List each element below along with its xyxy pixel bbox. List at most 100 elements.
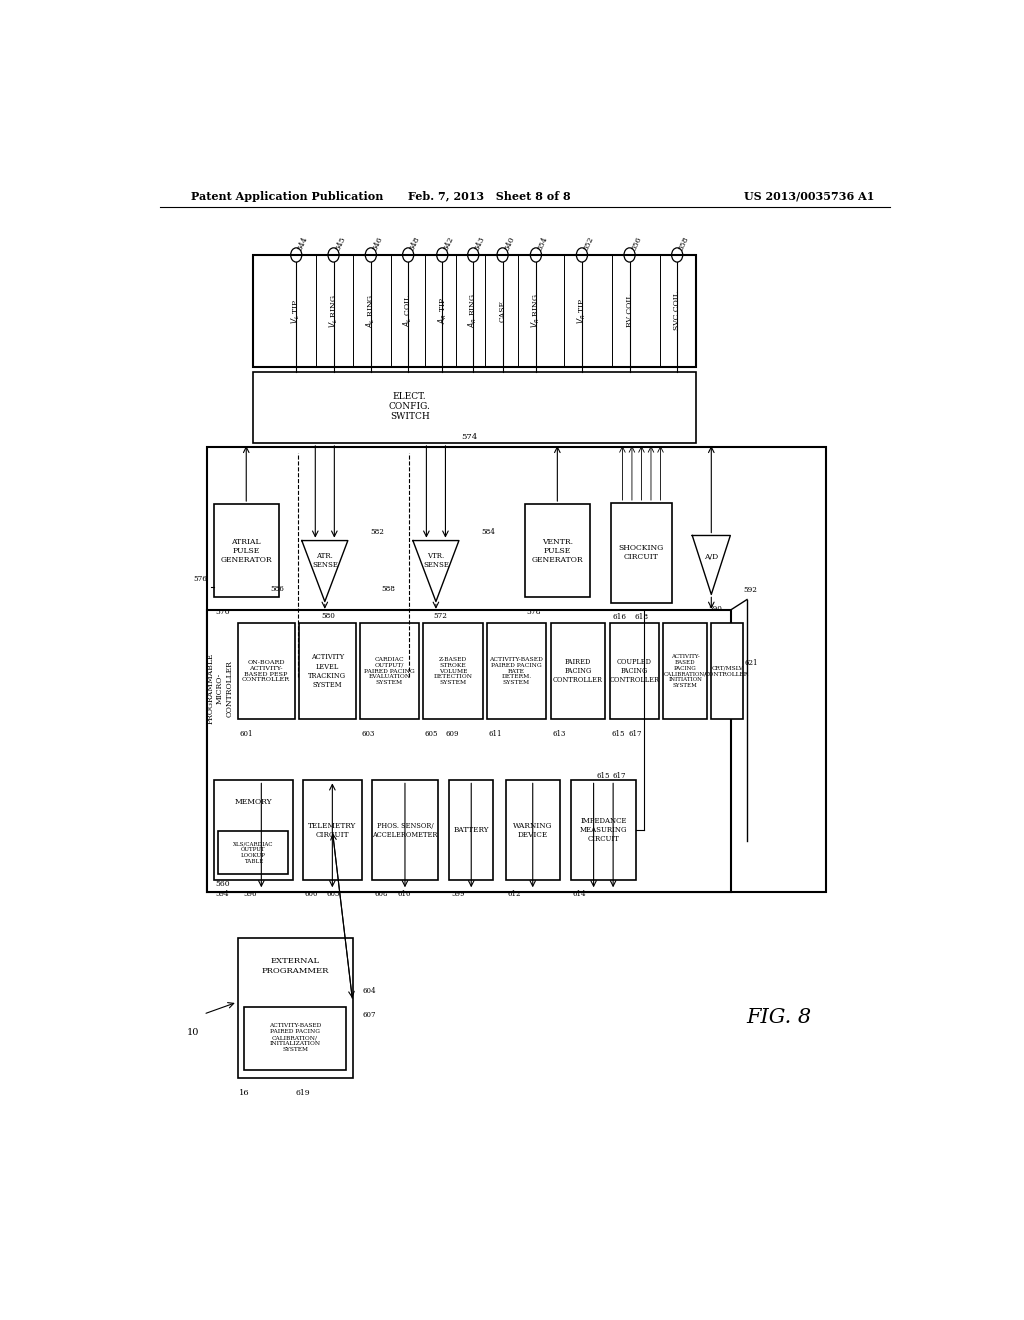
Text: BATTERY: BATTERY bbox=[454, 826, 489, 834]
Text: 544: 544 bbox=[296, 235, 309, 252]
Text: ACTIVITY-BASED
PAIRED PACING
RATE
DETERM.
SYSTEM: ACTIVITY-BASED PAIRED PACING RATE DETERM… bbox=[489, 657, 544, 685]
Text: ON-BOARD
ACTIVITY-
BASED PESP
CONTROLLER: ON-BOARD ACTIVITY- BASED PESP CONTROLLER bbox=[242, 660, 290, 682]
Text: ACTIVITY-BASED
PAIRED PACING
CALIBRATION/
INITIALIZATION
SYSTEM: ACTIVITY-BASED PAIRED PACING CALIBRATION… bbox=[269, 1023, 322, 1052]
Text: $A_{L}$ COIL: $A_{L}$ COIL bbox=[401, 294, 415, 327]
FancyBboxPatch shape bbox=[253, 255, 696, 367]
Text: Patent Application Publication: Patent Application Publication bbox=[191, 190, 384, 202]
Text: Z-BASED
STROKE
VOLUME
DETECTION
SYSTEM: Z-BASED STROKE VOLUME DETECTION SYSTEM bbox=[433, 657, 472, 685]
Text: 605: 605 bbox=[425, 730, 438, 738]
Text: 603: 603 bbox=[327, 890, 340, 899]
Text: 603: 603 bbox=[361, 730, 375, 738]
Text: 543: 543 bbox=[473, 235, 486, 252]
Text: 613: 613 bbox=[553, 730, 566, 738]
FancyBboxPatch shape bbox=[214, 504, 279, 598]
Text: US 2013/0035736 A1: US 2013/0035736 A1 bbox=[743, 190, 873, 202]
Text: 621: 621 bbox=[744, 659, 758, 667]
Text: 617: 617 bbox=[612, 772, 626, 780]
FancyBboxPatch shape bbox=[450, 780, 494, 880]
FancyBboxPatch shape bbox=[506, 780, 560, 880]
Text: CRT/MSLV
CONTROLLER: CRT/MSLV CONTROLLER bbox=[706, 665, 750, 677]
Text: 608: 608 bbox=[374, 890, 387, 899]
Text: 570: 570 bbox=[215, 607, 230, 615]
Text: 16: 16 bbox=[240, 1089, 250, 1097]
Text: 600: 600 bbox=[304, 890, 317, 899]
Text: SHOCKING
CIRCUIT: SHOCKING CIRCUIT bbox=[618, 544, 665, 561]
Text: 610: 610 bbox=[397, 890, 412, 899]
Text: A/D: A/D bbox=[705, 553, 719, 561]
Text: 592: 592 bbox=[743, 586, 757, 594]
Text: 609: 609 bbox=[445, 730, 459, 738]
Text: 545: 545 bbox=[334, 235, 347, 252]
FancyBboxPatch shape bbox=[207, 447, 826, 892]
Text: 552: 552 bbox=[582, 235, 595, 252]
Text: 574: 574 bbox=[461, 433, 477, 441]
Text: Feb. 7, 2013   Sheet 8 of 8: Feb. 7, 2013 Sheet 8 of 8 bbox=[408, 190, 570, 202]
Text: 607: 607 bbox=[362, 1011, 376, 1019]
Text: 615: 615 bbox=[596, 772, 609, 780]
Text: TELEMETRY
CIRCUIT: TELEMETRY CIRCUIT bbox=[308, 821, 356, 838]
Text: 576: 576 bbox=[194, 576, 207, 583]
Text: ATR.
SENSE: ATR. SENSE bbox=[312, 552, 338, 569]
Text: 616: 616 bbox=[612, 612, 626, 620]
Text: 619: 619 bbox=[295, 1089, 309, 1097]
Text: 548: 548 bbox=[409, 235, 422, 252]
Text: VENTR.
PULSE
GENERATOR: VENTR. PULSE GENERATOR bbox=[531, 537, 583, 564]
Text: 580: 580 bbox=[322, 611, 336, 620]
Text: VTR.
SENSE: VTR. SENSE bbox=[423, 552, 449, 569]
FancyBboxPatch shape bbox=[299, 623, 355, 719]
Text: CARDIAC
OUTPUT/
PAIRED PACING
EVALUATION
SYSTEM: CARDIAC OUTPUT/ PAIRED PACING EVALUATION… bbox=[365, 657, 415, 685]
Text: 594: 594 bbox=[215, 890, 228, 899]
Text: 617: 617 bbox=[629, 730, 642, 738]
FancyBboxPatch shape bbox=[524, 504, 590, 598]
Text: 612: 612 bbox=[507, 890, 521, 899]
Polygon shape bbox=[692, 536, 730, 594]
Text: 540: 540 bbox=[503, 235, 516, 252]
Text: SVC COIL: SVC COIL bbox=[673, 292, 681, 330]
Text: $V_{L}$ TIP: $V_{L}$ TIP bbox=[290, 298, 302, 323]
FancyBboxPatch shape bbox=[663, 623, 708, 719]
FancyBboxPatch shape bbox=[551, 623, 605, 719]
FancyBboxPatch shape bbox=[218, 832, 289, 874]
FancyBboxPatch shape bbox=[423, 623, 482, 719]
Text: EXTERNAL
PROGRAMMER: EXTERNAL PROGRAMMER bbox=[261, 957, 329, 974]
Text: $A_{R}$ TIP: $A_{R}$ TIP bbox=[436, 297, 449, 325]
Text: CASE: CASE bbox=[499, 300, 507, 322]
FancyBboxPatch shape bbox=[244, 1007, 346, 1071]
Text: $A_{L}$ RING: $A_{L}$ RING bbox=[365, 294, 377, 327]
Text: ATRIAL
PULSE
GENERATOR: ATRIAL PULSE GENERATOR bbox=[220, 537, 272, 564]
Text: MEMORY: MEMORY bbox=[234, 799, 272, 807]
Text: RV COIL: RV COIL bbox=[626, 294, 634, 327]
Polygon shape bbox=[302, 541, 348, 602]
Text: 588: 588 bbox=[382, 585, 395, 594]
Text: ACTIVITY
LEVEL
TRACKING
SYSTEM: ACTIVITY LEVEL TRACKING SYSTEM bbox=[308, 653, 346, 689]
Text: 578: 578 bbox=[526, 607, 541, 615]
FancyBboxPatch shape bbox=[303, 780, 362, 880]
Text: ACTIVITY-
BASED
PACING
CALIBRATION/
INITIATION
SYSTEM: ACTIVITY- BASED PACING CALIBRATION/ INIT… bbox=[664, 655, 707, 688]
Text: IMPEDANCE
MEASURING
CIRCUIT: IMPEDANCE MEASURING CIRCUIT bbox=[580, 817, 627, 843]
Text: 572: 572 bbox=[433, 611, 446, 620]
Text: 554: 554 bbox=[536, 235, 549, 252]
Text: $V_{R}$ RING: $V_{R}$ RING bbox=[529, 293, 542, 329]
Text: ELECT.
CONFIG.
SWITCH: ELECT. CONFIG. SWITCH bbox=[389, 392, 431, 421]
Text: $A_{R}$ RING: $A_{R}$ RING bbox=[467, 293, 479, 329]
Text: 586: 586 bbox=[270, 585, 285, 594]
Text: FIG. 8: FIG. 8 bbox=[746, 1007, 811, 1027]
Text: WARNING
DEVICE: WARNING DEVICE bbox=[513, 821, 553, 838]
FancyBboxPatch shape bbox=[253, 372, 696, 444]
Text: 542: 542 bbox=[442, 235, 456, 252]
Text: PROGRAMMABLE
MICRO-
CONTROLLER: PROGRAMMABLE MICRO- CONTROLLER bbox=[207, 653, 233, 725]
Text: 546: 546 bbox=[371, 235, 384, 252]
FancyBboxPatch shape bbox=[610, 503, 673, 602]
Text: 601: 601 bbox=[240, 730, 253, 738]
Polygon shape bbox=[413, 541, 459, 602]
FancyBboxPatch shape bbox=[359, 623, 419, 719]
Text: XLS/CARDIAC
OUTPUT
LOOKUP
TABLE: XLS/CARDIAC OUTPUT LOOKUP TABLE bbox=[233, 841, 273, 863]
FancyBboxPatch shape bbox=[486, 623, 546, 719]
FancyBboxPatch shape bbox=[712, 623, 743, 719]
FancyBboxPatch shape bbox=[207, 610, 731, 892]
Text: 584: 584 bbox=[481, 528, 495, 536]
Text: 556: 556 bbox=[630, 235, 643, 252]
Text: PHOS. SENSOR/
ACCELEROMETER: PHOS. SENSOR/ ACCELEROMETER bbox=[373, 821, 437, 838]
FancyBboxPatch shape bbox=[373, 780, 437, 880]
Text: 599: 599 bbox=[451, 890, 465, 899]
